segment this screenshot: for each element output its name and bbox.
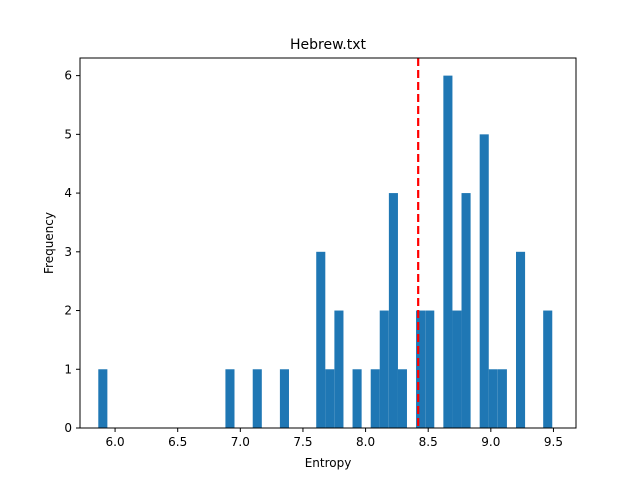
x-tick-label: 7.5 [293,435,312,449]
y-tick-label: 2 [64,304,72,318]
x-tick-label: 7.0 [231,435,250,449]
y-tick-label: 6 [64,69,72,83]
plot-frame [79,57,577,429]
y-tick-label: 1 [64,362,72,376]
x-tick-label: 6.0 [106,435,125,449]
histogram-bar [516,251,526,428]
histogram-bar [416,310,426,428]
histogram-bar [443,75,453,428]
histogram-bar [279,369,289,428]
histogram-bar [225,369,235,428]
histogram-bar [479,134,489,428]
histogram-bar [425,310,435,428]
chart-title: Hebrew.txt [290,37,366,53]
x-tick-label: 9.0 [481,435,500,449]
x-axis-label: Entropy [305,456,352,470]
x-tick-label: 8.5 [419,435,438,449]
y-tick-label: 5 [64,127,72,141]
histogram-bar [252,369,262,428]
histogram-bar [325,369,335,428]
x-tick-label: 8.0 [356,435,375,449]
histogram-bar [452,310,462,428]
y-tick-label: 4 [64,186,72,200]
histogram-bar [497,369,507,428]
histogram-bar [461,193,471,428]
x-tick-label: 6.5 [168,435,187,449]
histogram-bar [543,310,553,428]
x-axis-ticks: 6.0 6.5 7.0 7.5 8.0 8.5 9.0 9.5 [106,428,563,449]
y-tick-label: 3 [64,245,72,259]
histogram-bar [98,369,108,428]
y-axis-label: Frequency [42,212,56,274]
y-tick-label: 0 [64,421,72,435]
histogram-bar [352,369,362,428]
x-tick-label: 9.5 [544,435,563,449]
histogram-bar [334,310,344,428]
histogram-bar [370,369,380,428]
histogram-bar [488,369,498,428]
histogram-bar [388,193,398,428]
histogram-bars [98,75,553,428]
y-axis-ticks: 0 1 2 3 4 5 6 [64,69,80,435]
histogram-bar [379,310,389,428]
histogram-bar [397,369,407,428]
histogram-bar [316,251,326,428]
